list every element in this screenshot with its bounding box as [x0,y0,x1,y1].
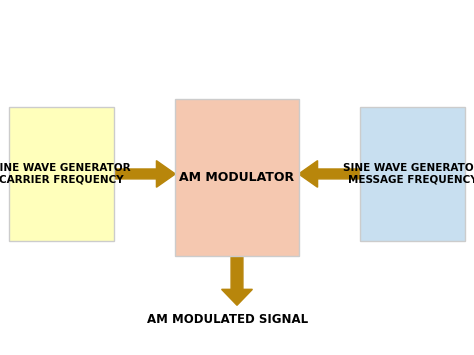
FancyBboxPatch shape [9,106,114,241]
FancyArrow shape [114,160,175,187]
FancyBboxPatch shape [360,106,465,241]
Text: SINE WAVE GENERATOR
MESSAGE FREQUENCY: SINE WAVE GENERATOR MESSAGE FREQUENCY [343,163,474,185]
FancyBboxPatch shape [175,99,299,256]
Text: AM MODULATOR: AM MODULATOR [180,171,294,184]
FancyArrow shape [299,160,360,187]
Text: SINE WAVE GENERATOR
CARRIER FREQUENCY: SINE WAVE GENERATOR CARRIER FREQUENCY [0,163,131,185]
Text: AM MODULATED SIGNAL: AM MODULATED SIGNAL [147,313,308,326]
FancyArrow shape [221,256,252,305]
